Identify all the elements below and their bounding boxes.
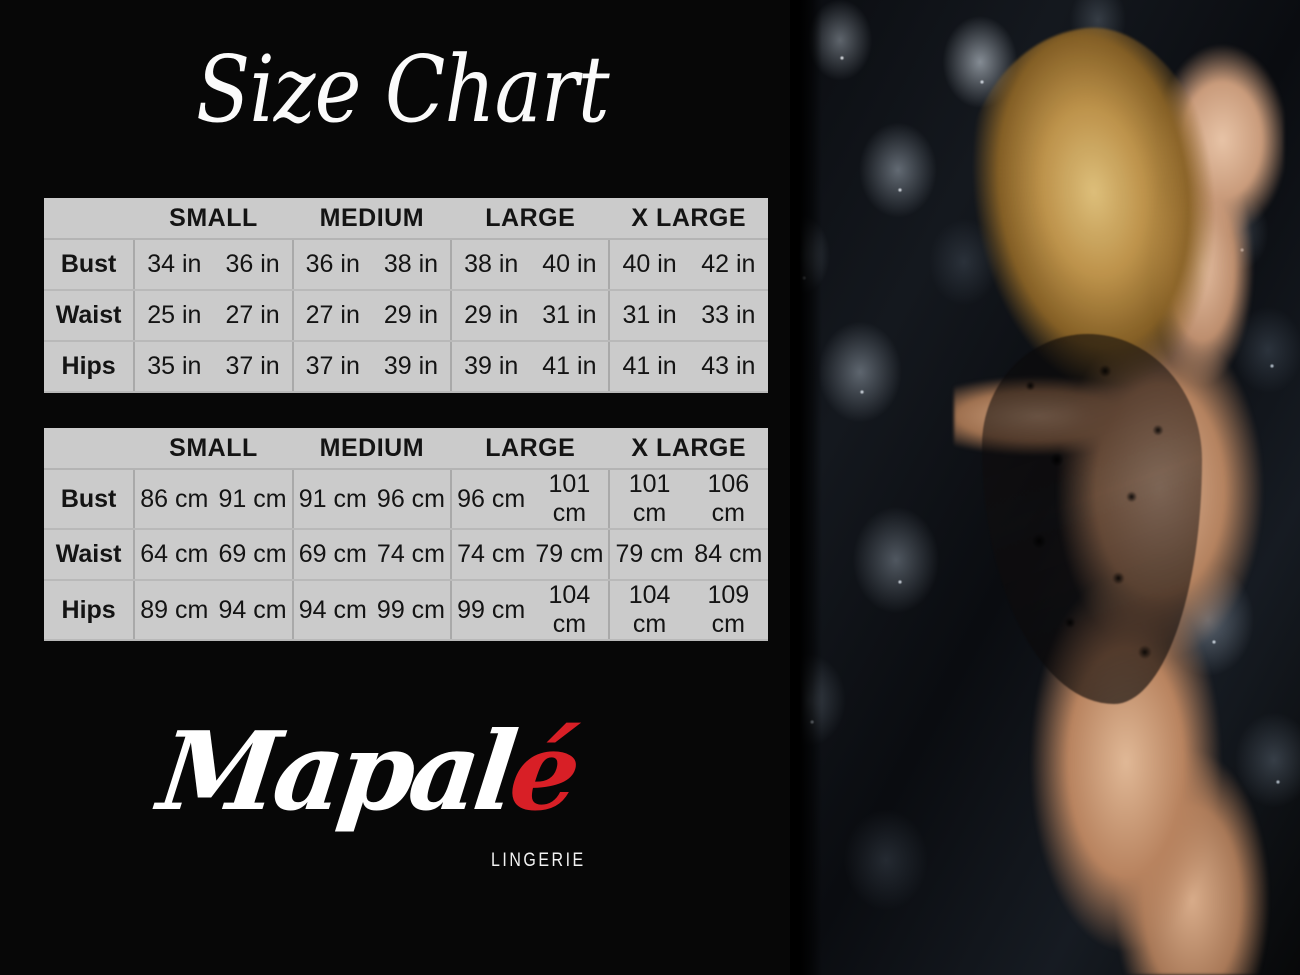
row-label-hips: Hips [44, 340, 136, 393]
centimeters-size-table: SMALL MEDIUM LARGE X LARGE Bust 86 cm 91… [44, 428, 768, 641]
table-header-row: SMALL MEDIUM LARGE X LARGE [44, 428, 768, 470]
table-header-row: SMALL MEDIUM LARGE X LARGE [44, 198, 768, 240]
inches-size-table: SMALL MEDIUM LARGE X LARGE Bust 34 in 36… [44, 198, 768, 393]
row-label-waist: Waist [44, 289, 136, 342]
cell: 74 cm [450, 528, 531, 581]
header-x-large: X LARGE [609, 428, 768, 470]
cell: 43 in [688, 340, 768, 393]
cell: 33 in [688, 289, 768, 342]
cell: 69 cm [213, 528, 293, 581]
cell: 104 cm [608, 579, 689, 641]
cell: 42 in [688, 238, 768, 291]
cell: 36 in [291, 238, 372, 291]
row-label-bust: Bust [44, 468, 136, 530]
cell: 31 in [530, 289, 610, 342]
header-large: LARGE [451, 198, 610, 240]
cell: 31 in [608, 289, 689, 342]
cell: 69 cm [291, 528, 372, 581]
table-row: Waist 64 cm 69 cm 69 cm 74 cm 74 cm 79 c… [44, 528, 768, 581]
header-corner [44, 198, 135, 240]
brand-tagline: LINGERIE [491, 850, 586, 871]
table-row: Waist 25 in 27 in 27 in 29 in 29 in 31 i… [44, 289, 768, 342]
cell: 37 in [291, 340, 372, 393]
cell: 109 cm [688, 579, 768, 641]
brand-wordmark: Mapalé [152, 709, 582, 835]
table-row: Hips 89 cm 94 cm 94 cm 99 cm 99 cm 104 c… [44, 579, 768, 641]
cell: 91 cm [213, 468, 293, 530]
cell: 40 in [608, 238, 689, 291]
header-small: SMALL [134, 428, 293, 470]
cell: 38 in [450, 238, 531, 291]
cell: 29 in [371, 289, 452, 342]
cell: 27 in [291, 289, 372, 342]
cell: 99 cm [450, 579, 531, 641]
cell: 64 cm [133, 528, 214, 581]
cell: 79 cm [530, 528, 610, 581]
page-title: Size Chart [196, 36, 610, 143]
cell: 79 cm [608, 528, 689, 581]
row-label-waist: Waist [44, 528, 136, 581]
row-label-bust: Bust [44, 238, 136, 291]
table-row: Bust 34 in 36 in 36 in 38 in 38 in 40 in… [44, 238, 768, 291]
cell: 39 in [371, 340, 452, 393]
cell: 74 cm [371, 528, 452, 581]
cell: 101 cm [608, 468, 689, 530]
cell: 94 cm [291, 579, 372, 641]
cell: 35 in [133, 340, 214, 393]
cell: 39 in [450, 340, 531, 393]
header-medium: MEDIUM [292, 198, 452, 240]
cell: 29 in [450, 289, 531, 342]
cell: 91 cm [291, 468, 372, 530]
cell: 36 in [213, 238, 293, 291]
brand-name-prefix: Mapal [152, 709, 519, 835]
cell: 25 in [133, 289, 214, 342]
brand-logo: Mapalé LINGERIE [152, 709, 590, 888]
cell: 89 cm [133, 579, 214, 641]
cell: 37 in [213, 340, 293, 393]
header-corner [44, 428, 135, 470]
cell: 106 cm [688, 468, 768, 530]
header-medium: MEDIUM [292, 428, 452, 470]
cell: 104 cm [530, 579, 610, 641]
row-label-hips: Hips [44, 579, 136, 641]
cell: 96 cm [371, 468, 452, 530]
cell: 101 cm [530, 468, 610, 530]
cell: 86 cm [133, 468, 214, 530]
cell: 94 cm [213, 579, 293, 641]
header-x-large: X LARGE [609, 198, 768, 240]
info-panel: Size Chart SMALL MEDIUM LARGE X LARGE B [44, 36, 768, 888]
table-row: Hips 35 in 37 in 37 in 39 in 39 in 41 in… [44, 340, 768, 393]
table-row: Bust 86 cm 91 cm 91 cm 96 cm 96 cm 101 c… [44, 468, 768, 530]
cell: 38 in [371, 238, 452, 291]
cell: 41 in [608, 340, 689, 393]
header-large: LARGE [451, 428, 610, 470]
cell: 34 in [133, 238, 214, 291]
product-photo [768, 0, 1300, 975]
cell: 84 cm [688, 528, 768, 581]
cell: 40 in [530, 238, 610, 291]
cell: 41 in [530, 340, 610, 393]
header-small: SMALL [134, 198, 293, 240]
cell: 99 cm [371, 579, 452, 641]
cell: 27 in [213, 289, 293, 342]
cell: 96 cm [450, 468, 531, 530]
